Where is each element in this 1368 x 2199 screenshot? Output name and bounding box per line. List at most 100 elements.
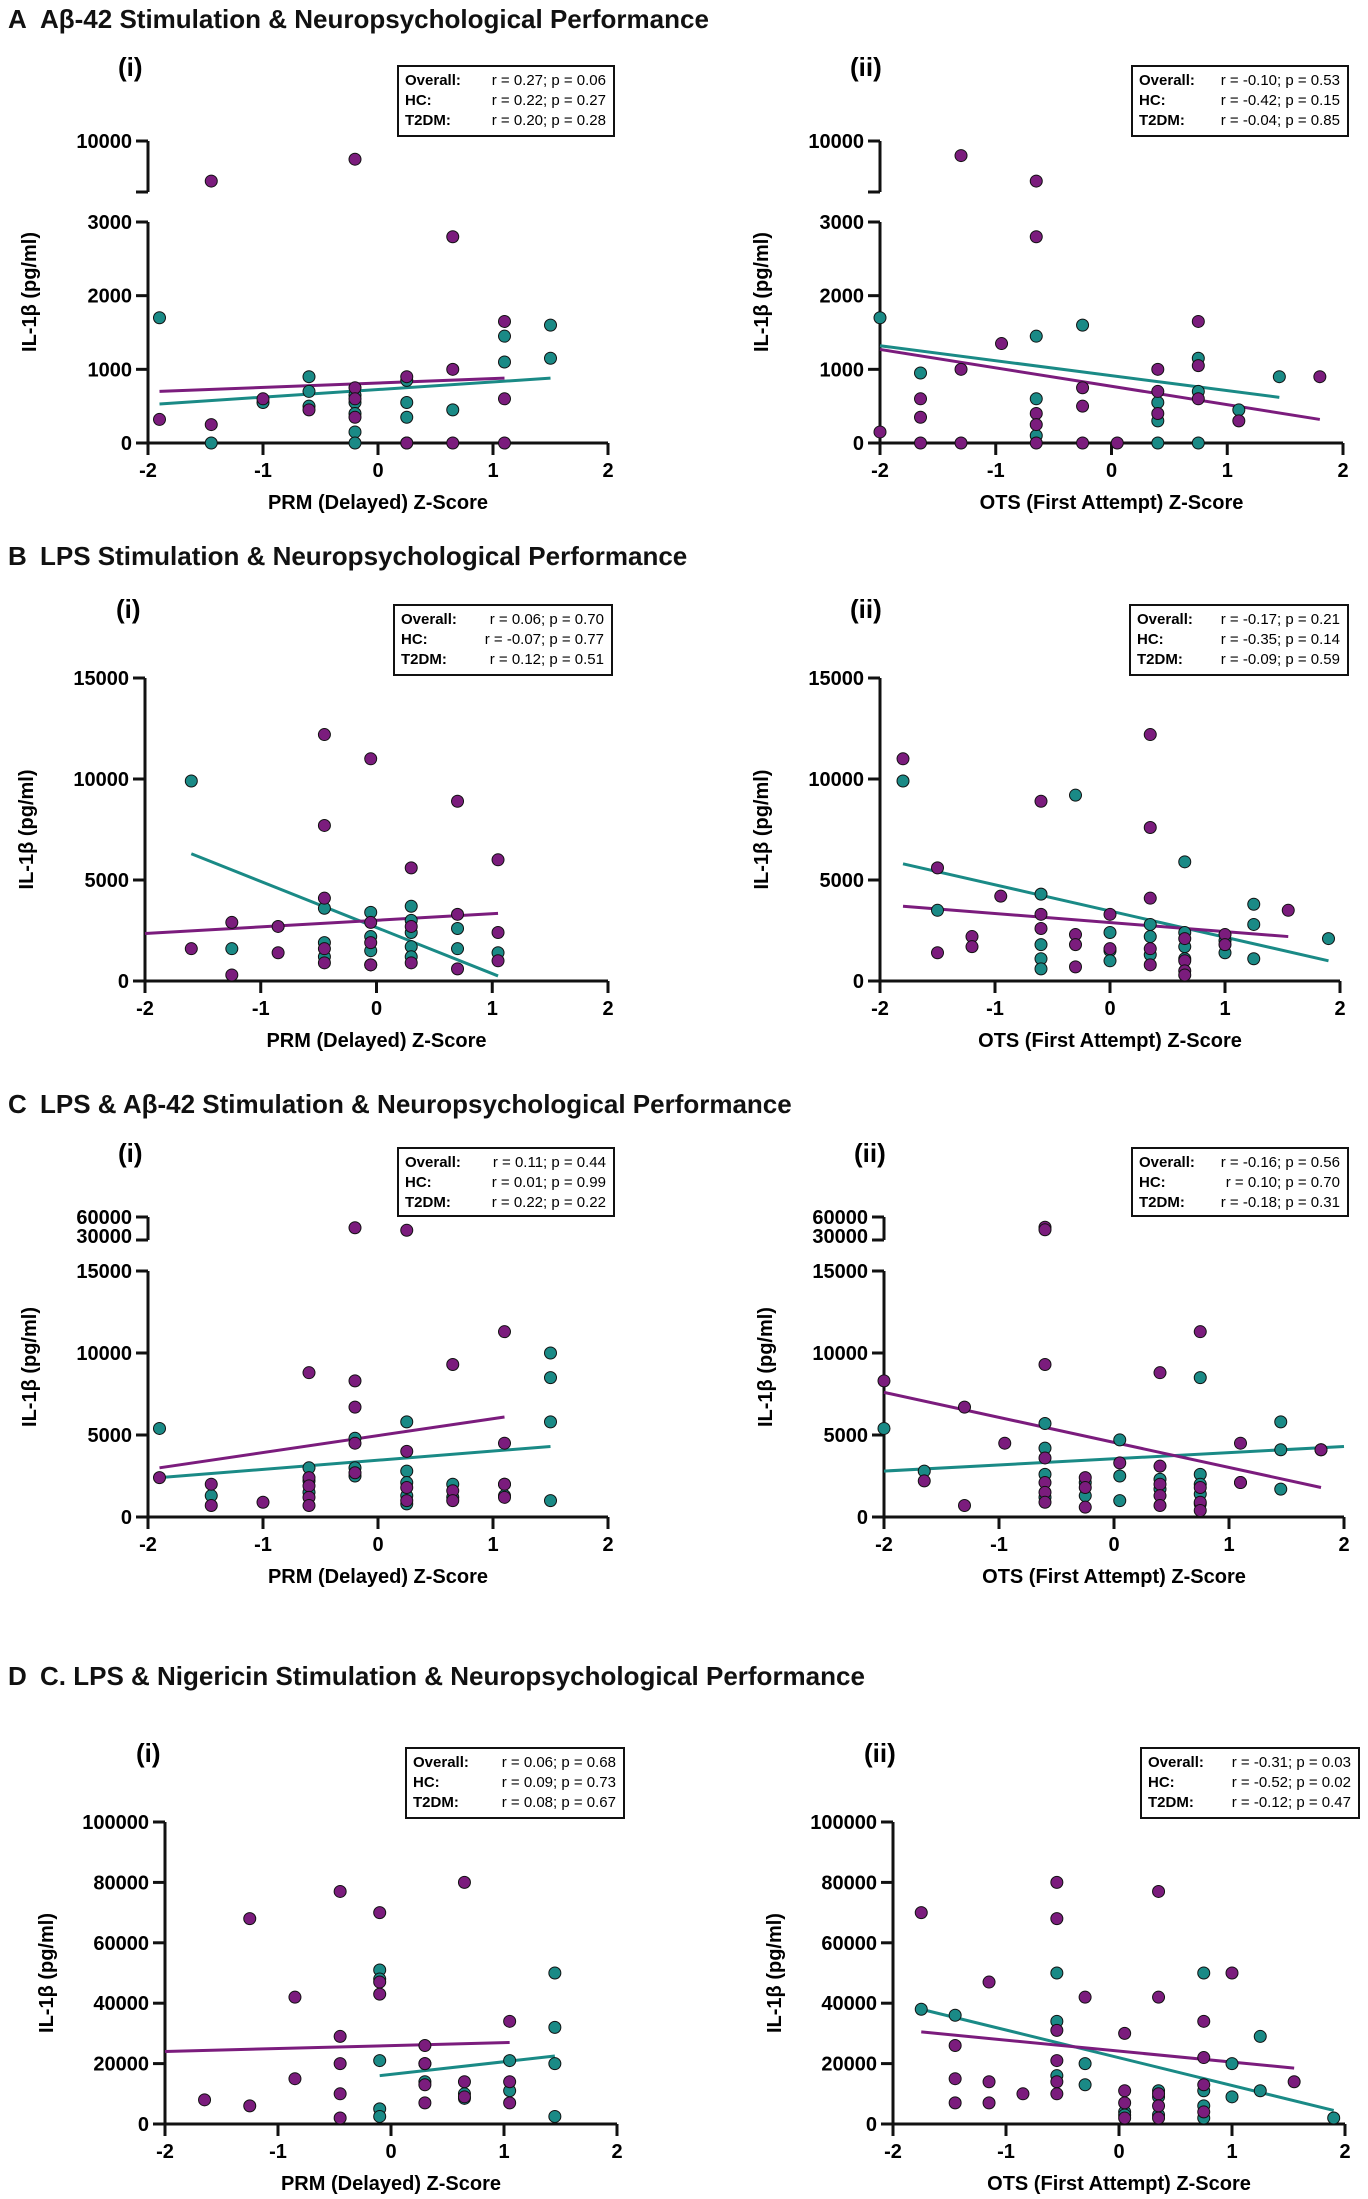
chart-c-i-panel-label: (i) [118,1138,143,1168]
chart-d-ii-point-t2dm [1152,2087,1166,2101]
chart-b-i-point-t2dm [317,956,331,970]
chart-b-ii-point-t2dm [1178,968,1192,982]
chart-c-i-stats-value: r = 0.01; p = 0.99 [492,1174,606,1191]
chart-b-ii-point-t2dm [1143,942,1157,956]
chart-a-ii-point-t2dm [1029,418,1043,432]
chart-b-ii-point-hc [1143,930,1157,944]
chart-d-i-point-t2dm [198,2093,212,2107]
chart-d-i-point-t2dm [457,2090,471,2104]
chart-b-i-point-t2dm [317,891,331,905]
chart-b-ii-point-hc [1103,926,1117,940]
chart-d-i-point-t2dm [373,1975,387,1989]
chart-d-ii-point-t2dm [914,1906,928,1920]
chart-d-i-x-tick-label: -2 [156,2141,174,2163]
chart-d-i-stats-label: Overall: [413,1754,469,1771]
chart-c-ii-point-t2dm [877,1374,891,1388]
chart-d-i-point-t2dm [503,2096,517,2110]
chart-b-i-point-t2dm [317,728,331,742]
chart-b-ii-point-hc [1322,932,1335,946]
chart-d-ii-point-t2dm [1050,2023,1064,2037]
chart-b-i-point-t2dm [225,915,239,929]
chart-a-i-point-hc [302,384,316,398]
chart-d-i-point-t2dm [333,2029,347,2043]
chart-b-i-point-t2dm [184,942,198,956]
chart-a-i-x-tick-label: -1 [254,460,272,482]
chart-c-ii-point-t2dm [1038,1495,1052,1509]
chart-d-ii-point-hc [1225,2090,1239,2104]
chart-b-i-regression-line-hc [190,852,499,978]
chart-b-ii-point-t2dm [931,861,944,875]
chart-c-ii-stats-value: r = -0.18; p = 0.31 [1221,1194,1340,1211]
chart-a-ii-point-t2dm [1151,407,1165,421]
chart-a-i-point-hc [498,355,511,369]
chart-b-ii-point-t2dm [1281,903,1295,917]
chart-b-ii-point-hc [1178,855,1192,869]
chart-a-i-point-t2dm [348,410,362,424]
chart-c-i-x-tick-label: 2 [602,1534,613,1556]
chart-a-i-point-t2dm [498,392,511,406]
chart-c-ii-point-hc [877,1421,891,1435]
chart-a-i-point-hc [153,311,166,325]
chart-c-i-point-t2dm [153,1471,166,1485]
chart-d-i-y-tick-label: 60000 [93,1933,149,1955]
chart-d-i-point-hc [503,2054,517,2068]
chart-a-ii-regression-line-t2dm [879,347,1321,421]
chart-b-ii-point-t2dm [1034,907,1048,921]
chart-c-ii-x-axis-label: OTS (First Attempt) Z-Score [982,1566,1246,1588]
chart-b-ii-point-t2dm [1178,932,1192,946]
chart-a-i-point-t2dm [446,362,460,376]
chart-a-i-point-t2dm [153,412,166,426]
chart-b-i-point-t2dm [364,958,378,972]
chart-c-i-point-t2dm [498,1477,511,1491]
chart-c-ii-y-tick-label: 5000 [824,1425,869,1447]
chart-b-ii-stats-label: T2DM: [1137,651,1183,668]
chart-a-i-point-t2dm [446,230,460,244]
chart-c-i-point-hc [544,1415,557,1429]
chart-c-ii-point-t2dm [917,1474,931,1488]
chart-b-i-y-tick-label: 15000 [73,668,129,690]
chart-b-ii-point-t2dm [994,889,1008,903]
chart-a-i-point-hc [400,395,414,409]
chart-a-ii-panel-label: (ii) [850,52,882,82]
chart-d-ii-point-t2dm [1197,2014,1211,2028]
chart-c-ii-point-hc [1274,1482,1288,1496]
chart-d-i-point-hc [548,2057,562,2071]
chart-c-ii-point-hc [1193,1371,1207,1385]
chart-b-i-panel-label: (i) [116,594,141,624]
section-title-b: LPS Stimulation & Neuropsychological Per… [40,541,688,571]
chart-d-i-y-tick-label: 0 [138,2114,149,2136]
chart-a-i-y-axis-label: IL-1β (pg/ml) [19,232,41,352]
chart-a-i-stats-label: T2DM: [405,112,451,129]
chart-b-ii-point-hc [1034,962,1048,976]
chart-d-i-stats-label: T2DM: [413,1794,459,1811]
chart-a-i-x-axis-label: PRM (Delayed) Z-Score [268,492,488,514]
chart-a-i-point-t2dm [302,403,316,417]
chart-d-ii-stats-label: HC: [1148,1774,1175,1791]
chart-b-ii-point-t2dm [896,752,910,766]
chart-a-i-x-tick-label: -2 [139,460,157,482]
chart-a-ii-x-tick-label: 2 [1337,460,1348,482]
chart-c-ii-y-axis-label: IL-1β (pg/ml) [755,1307,777,1427]
chart-c-ii-point-t2dm [1153,1459,1167,1473]
chart-a-i-point-t2dm [400,436,414,450]
chart-d-ii-y-tick-label: 0 [866,2114,877,2136]
chart-b-ii-point-t2dm [1143,728,1157,742]
chart-a-i-y-tick-label: 1000 [88,359,133,381]
chart-d-ii-point-t2dm [1050,1912,1064,1926]
chart-d-ii-point-t2dm [1050,2075,1064,2089]
chart-a-ii-point-hc [873,311,887,325]
chart-a-i-point-hc [204,436,218,450]
chart-b-i-x-tick-label: -1 [252,998,270,1020]
chart-c-i-y-tick-label: 15000 [76,1261,132,1283]
chart-a-i-stats-value: r = 0.22; p = 0.27 [492,92,606,109]
chart-b-i-stats-label: HC: [401,631,428,648]
chart-c-ii-x-tick-label: -1 [990,1534,1008,1556]
chart-b-ii-point-t2dm [1143,891,1157,905]
section-letter-d: D [8,1661,27,1691]
chart-c-ii-y-tick-label: 10000 [812,1343,868,1365]
chart-c-i-point-t2dm [446,1494,460,1508]
chart-d-i-point-t2dm [373,1906,387,1920]
chart-b-ii-stats-value: r = -0.17; p = 0.21 [1221,611,1340,628]
chart-a-ii-point-hc [1029,329,1043,343]
